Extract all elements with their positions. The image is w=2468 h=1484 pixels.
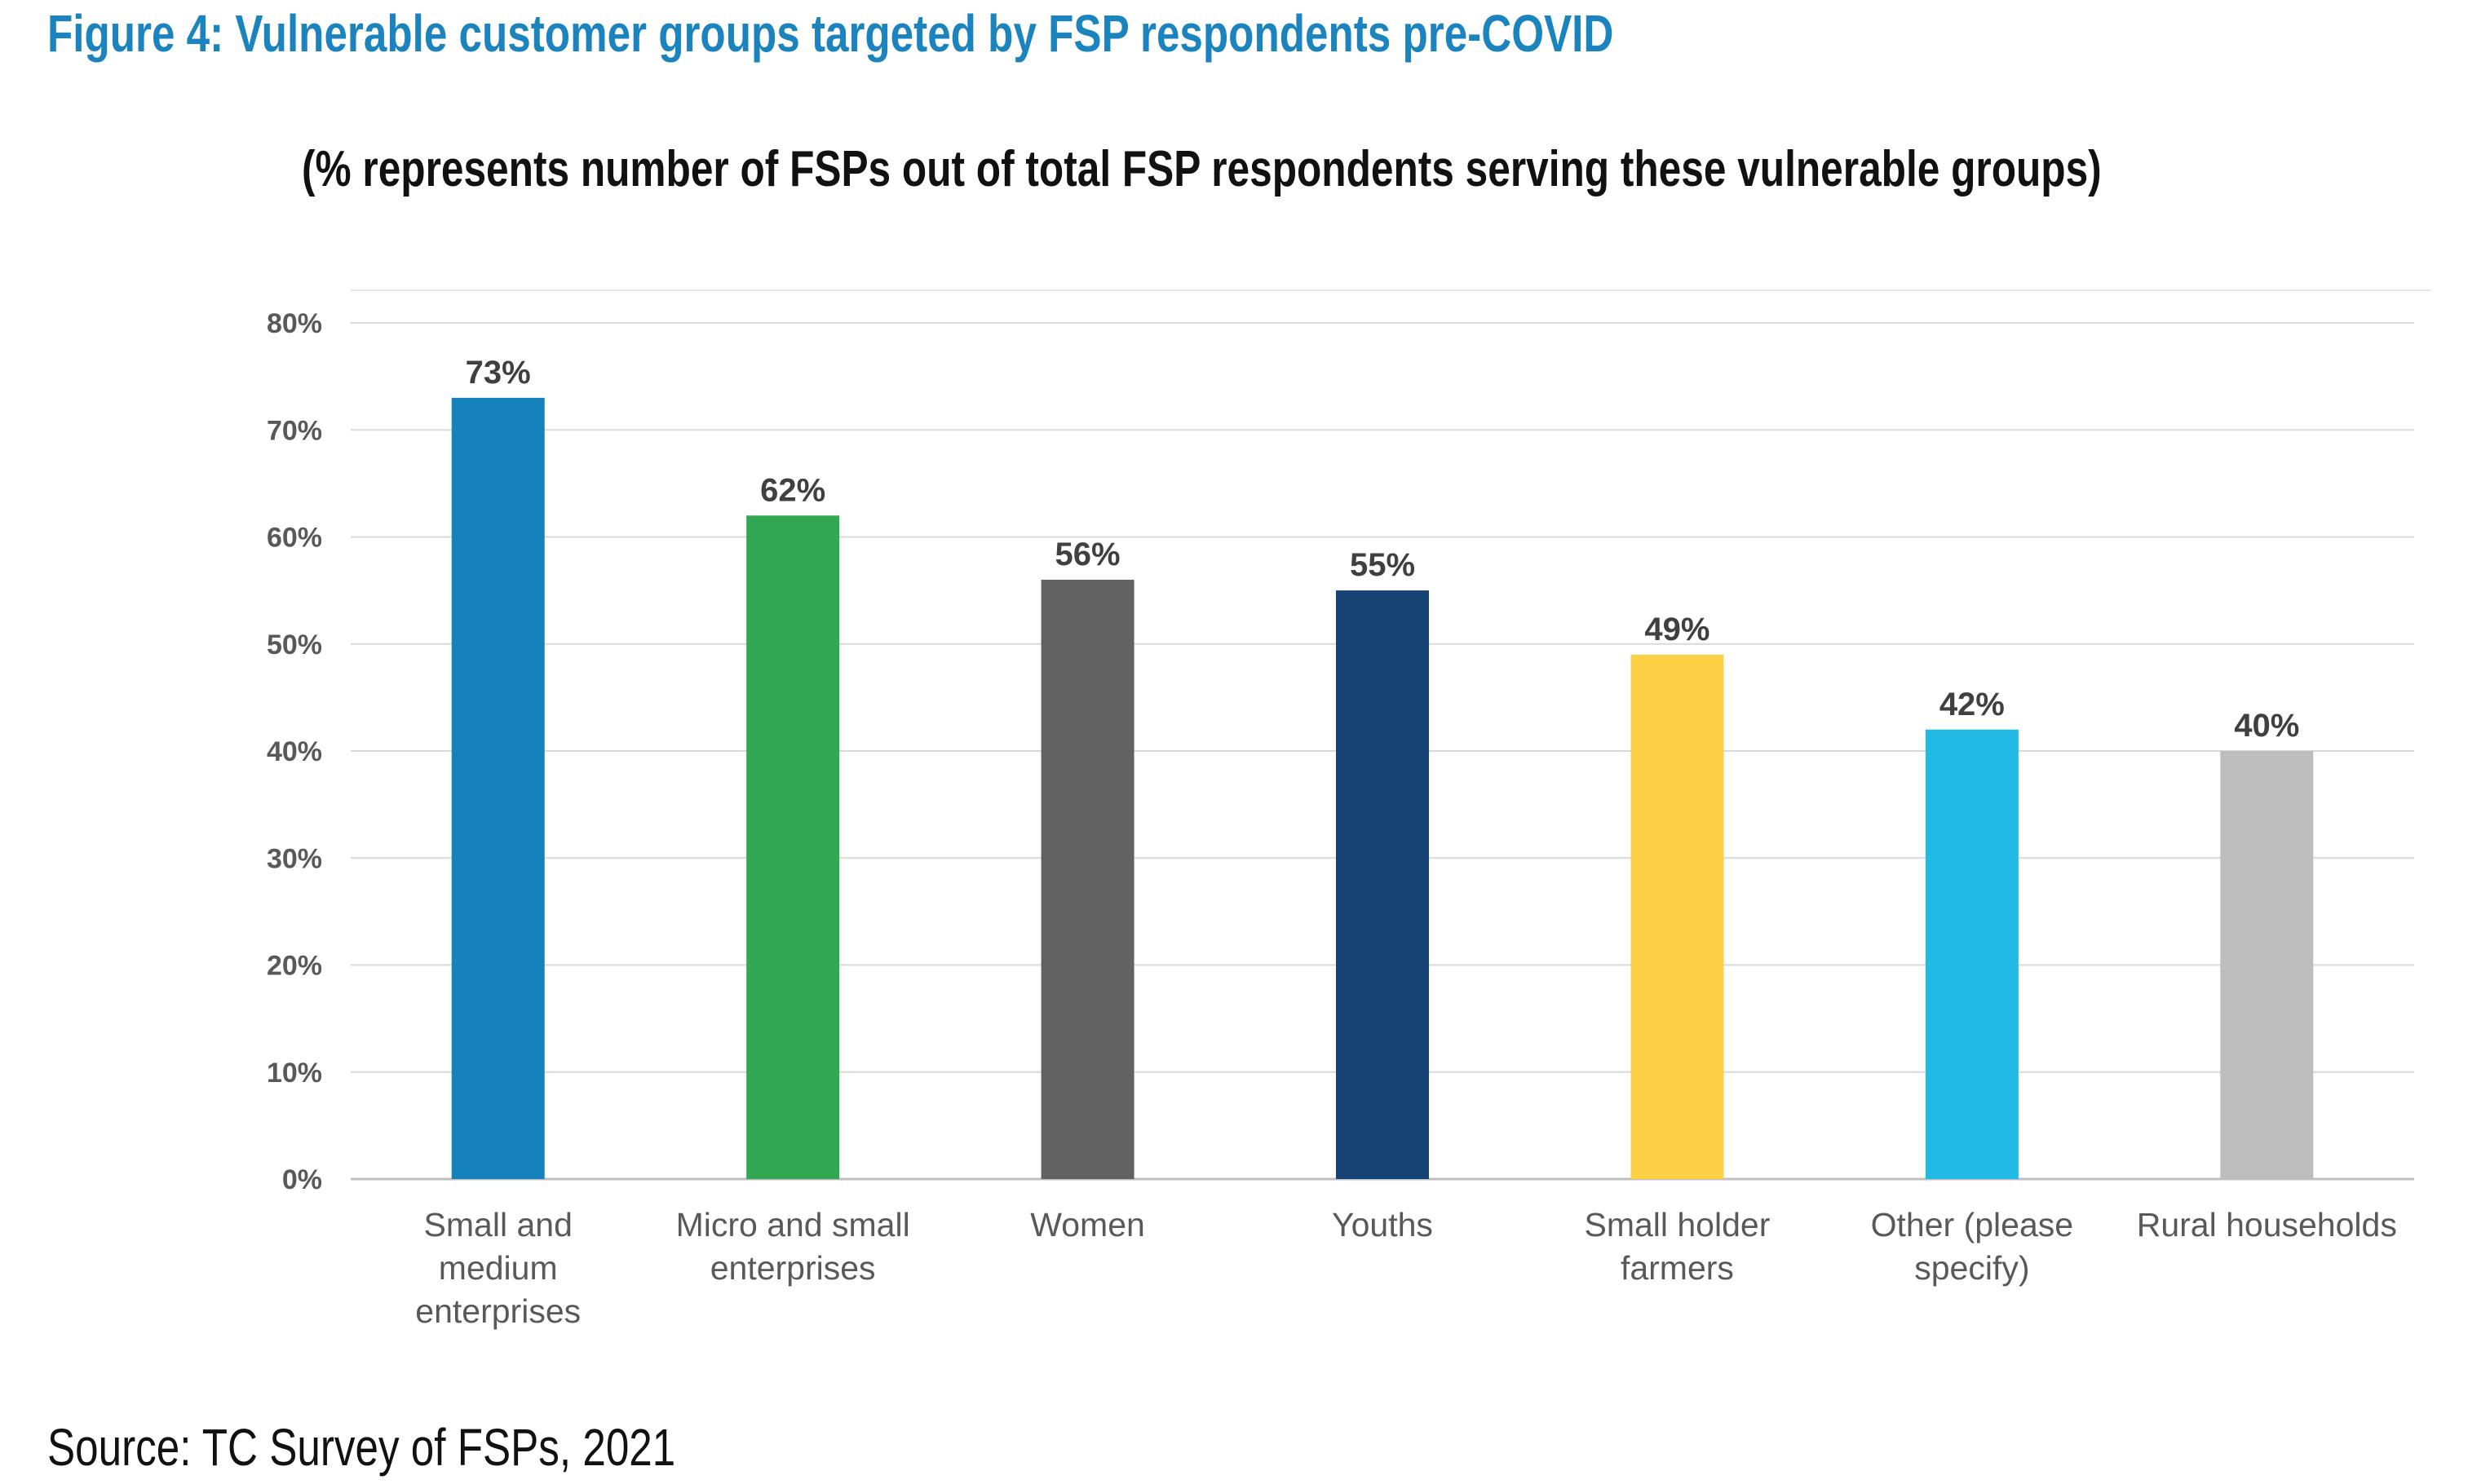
y-tick-label: 50%	[267, 629, 322, 660]
bar	[451, 397, 545, 1179]
category-label: Small holder farmers	[1584, 1206, 1770, 1287]
source-note: Source: TC Survey of FSPs, 2021	[47, 1418, 676, 1477]
bar-value-label: 40%	[2234, 708, 2299, 744]
bar	[1925, 729, 2019, 1179]
y-tick-label: 40%	[267, 736, 322, 767]
bar-value-label: 55%	[1350, 547, 1415, 583]
chart-subtitle: (% represents number of FSPs out of tota…	[302, 141, 2102, 197]
x-axis-category-labels: Small and medium enterprises Micro and smal…	[415, 1206, 2397, 1330]
category-label: Rural households	[2137, 1206, 2397, 1243]
y-tick-label: 80%	[267, 308, 322, 339]
bar-value-label: 42%	[1939, 687, 2005, 722]
y-axis-tick-labels: 0% 10% 20% 30% 40% 50% 60% 70% 80%	[267, 308, 322, 1195]
bars	[451, 397, 2314, 1179]
figure-title: Figure 4: Vulnerable customer groups tar…	[47, 4, 1614, 63]
bar-value-label: 73%	[466, 355, 531, 391]
category-label: Small and medium enterprises	[415, 1206, 581, 1330]
bar-value-label: 56%	[1055, 537, 1121, 572]
category-label: Micro and small enterprises	[676, 1206, 910, 1287]
data-labels: 73% 62% 56% 55% 49% 42% 40%	[466, 355, 2300, 744]
category-label: Other (please specify)	[1871, 1206, 2073, 1287]
y-tick-label: 70%	[267, 415, 322, 446]
bar-value-label: 49%	[1644, 612, 1709, 647]
y-tick-label: 60%	[267, 523, 322, 554]
category-label: Youths	[1332, 1206, 1433, 1243]
y-tick-label: 20%	[267, 951, 322, 982]
bar	[1041, 580, 1134, 1179]
bar	[746, 515, 840, 1179]
category-label: Women	[1030, 1206, 1145, 1243]
y-tick-label: 10%	[267, 1058, 322, 1089]
bar	[2220, 751, 2314, 1179]
bar	[1336, 590, 1429, 1179]
bar-value-label: 62%	[760, 472, 825, 508]
bar	[1630, 654, 1724, 1179]
y-tick-label: 0%	[282, 1164, 322, 1195]
y-tick-label: 30%	[267, 843, 322, 874]
